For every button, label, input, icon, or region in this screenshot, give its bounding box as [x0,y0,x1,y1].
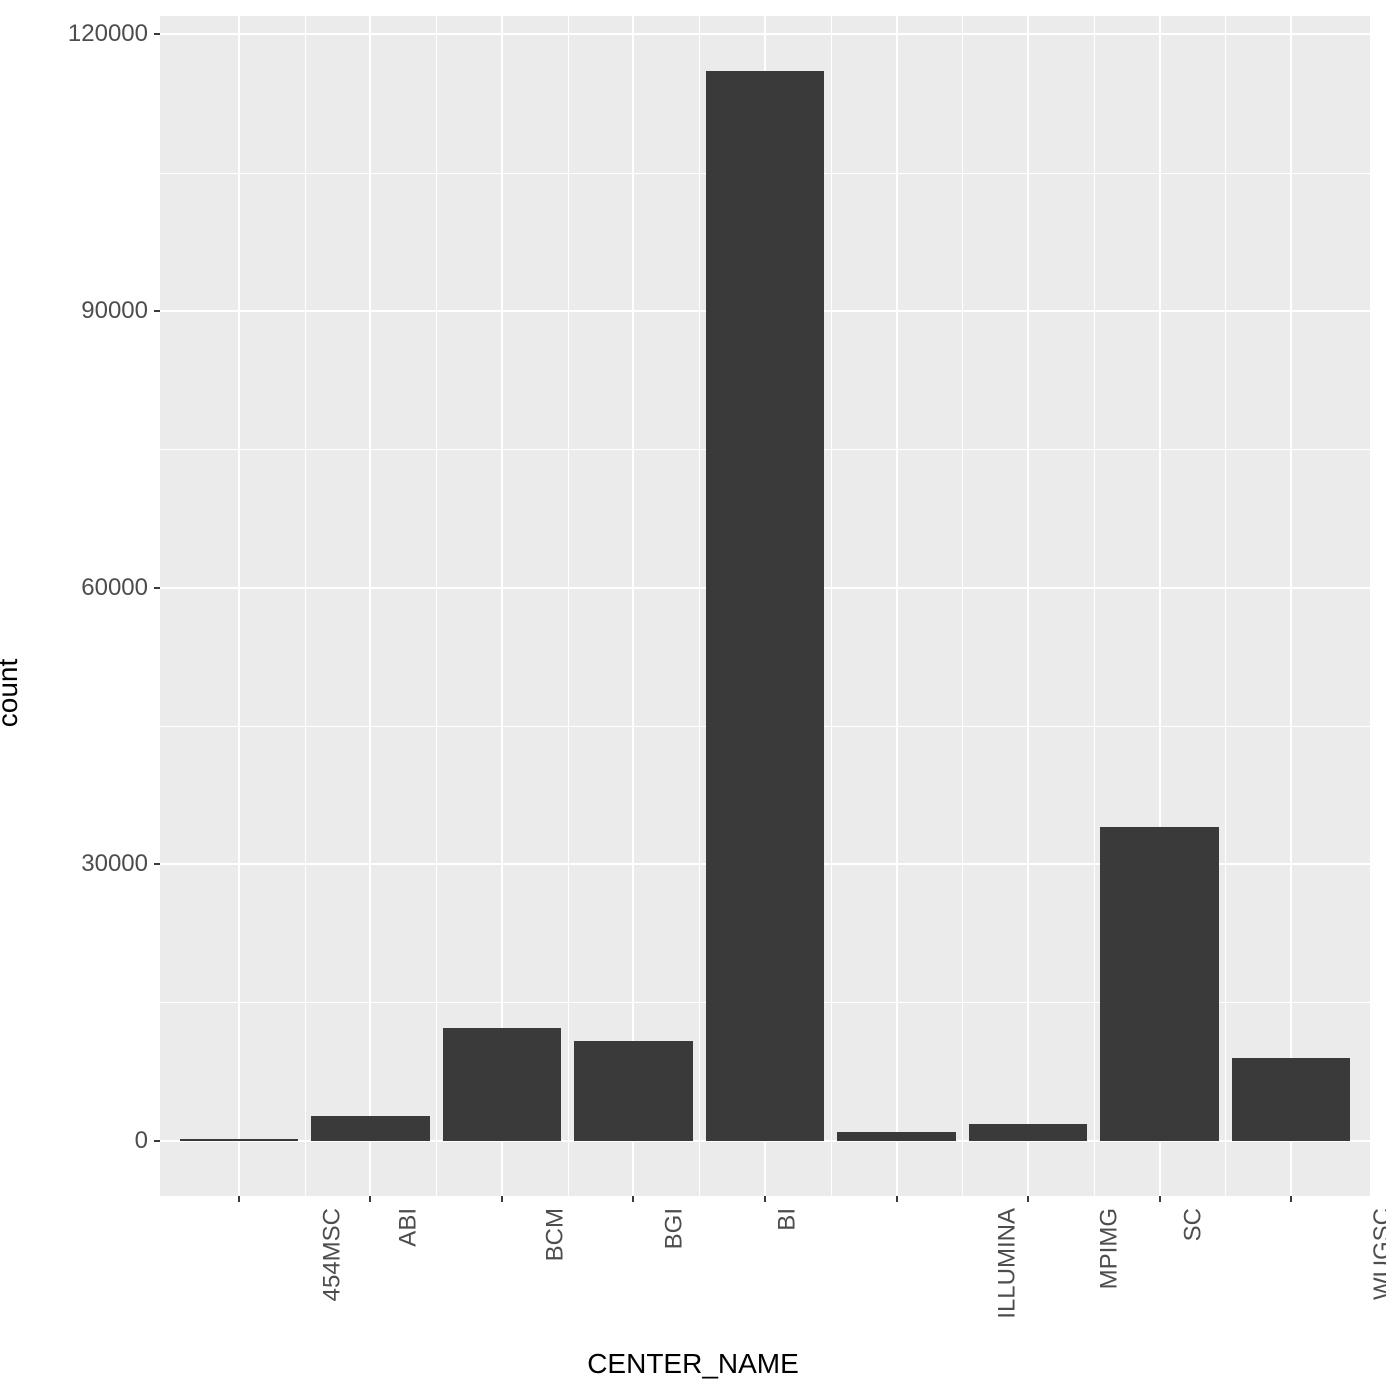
x-tick-mark [632,1196,634,1202]
x-tick-label: BCM [541,1208,569,1261]
bar [706,71,824,1140]
bar [969,1124,1087,1141]
bar [1100,827,1218,1140]
grid-v-major [369,16,371,1196]
grid-v-major [1027,16,1029,1196]
bar [837,1132,955,1140]
bar [311,1116,429,1141]
x-tick-mark [1159,1196,1161,1202]
grid-v-major [896,16,898,1196]
y-tick-label: 30000 [81,850,160,878]
grid-v-minor [1225,16,1226,1196]
x-tick-label: SC [1179,1208,1207,1241]
bar [180,1139,298,1141]
x-tick-mark [896,1196,898,1202]
x-axis-label: CENTER_NAME [587,1348,799,1380]
grid-v-major [238,16,240,1196]
grid-v-minor [699,16,700,1196]
x-tick-label: 454MSC [318,1208,346,1301]
bar [443,1028,561,1140]
y-axis-label: count [0,659,24,728]
y-tick-label: 60000 [81,574,160,602]
x-tick-mark [238,1196,240,1202]
grid-v-major [632,16,634,1196]
bar [574,1041,692,1141]
bar [1232,1058,1350,1141]
x-tick-mark [501,1196,503,1202]
plot-area: 0300006000090000120000454MSCABIBCMBGIBII… [160,16,1370,1196]
x-tick-label: WUGSC [1369,1208,1386,1300]
x-tick-label: ILLUMINA [993,1208,1021,1319]
grid-v-minor [568,16,569,1196]
grid-v-minor [962,16,963,1196]
x-tick-label: MPIMG [1095,1208,1123,1289]
grid-v-major [501,16,503,1196]
y-tick-label: 90000 [81,297,160,325]
grid-v-minor [1094,16,1095,1196]
grid-v-minor [305,16,306,1196]
x-tick-label: BI [774,1208,802,1231]
x-tick-mark [764,1196,766,1202]
x-tick-label: ABI [395,1208,423,1247]
x-tick-label: BGI [661,1208,689,1249]
grid-v-major [1290,16,1292,1196]
y-tick-label: 0 [135,1127,160,1155]
x-tick-mark [369,1196,371,1202]
y-tick-label: 120000 [68,20,160,48]
grid-v-minor [436,16,437,1196]
chart-container: count CENTER_NAME 0300006000090000120000… [0,0,1386,1386]
x-tick-mark [1290,1196,1292,1202]
grid-v-minor [831,16,832,1196]
x-tick-mark [1027,1196,1029,1202]
